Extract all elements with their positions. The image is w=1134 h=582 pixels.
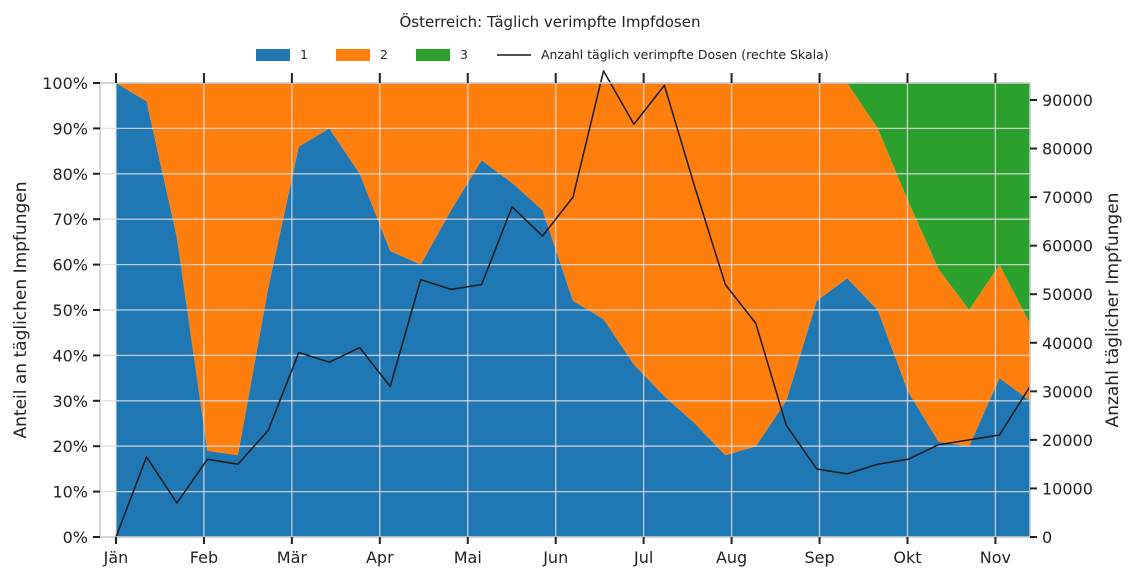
x-tick-label: Jän <box>103 548 129 567</box>
y-right-tick-label: 90000 <box>1042 91 1093 110</box>
x-tick-label: Mai <box>454 548 482 567</box>
legend-label: 2 <box>380 47 388 62</box>
x-tick-label: Aug <box>716 548 747 567</box>
legend-swatch-1 <box>256 49 290 61</box>
y-right-tick-label: 60000 <box>1042 237 1093 256</box>
legend-label: 3 <box>460 47 468 62</box>
x-tick-label: Apr <box>366 548 394 567</box>
y-left-tick-label: 80% <box>52 165 88 184</box>
y-right-tick-label: 30000 <box>1042 382 1093 401</box>
y-right-tick-label: 80000 <box>1042 140 1093 159</box>
area-series-2 <box>116 83 1030 456</box>
y-left-tick-label: 60% <box>52 256 88 275</box>
legend-swatch-3 <box>416 49 450 61</box>
y-right-tick-label: 70000 <box>1042 188 1093 207</box>
y-right-tick-label: 40000 <box>1042 334 1093 353</box>
y-left-tick-label: 70% <box>52 210 88 229</box>
legend-label: 1 <box>300 47 308 62</box>
y-left-tick-label: 40% <box>52 346 88 365</box>
x-tick-label: Feb <box>190 548 218 567</box>
right-axis-title: Anzahl täglicher Impfungen <box>1103 193 1123 428</box>
x-tick-label: Sep <box>804 548 834 567</box>
y-left-tick-label: 20% <box>52 437 88 456</box>
legend: 1 2 3 Anzahl täglich verimpfte Dosen (recht… <box>256 47 829 62</box>
legend-item-2: 2 <box>336 47 388 62</box>
x-tick-label: Okt <box>893 548 921 567</box>
y-right-tick-label: 10000 <box>1042 479 1093 498</box>
chart-title: Österreich: Täglich verimpfte Impfdosen <box>400 12 701 31</box>
x-tick-label: Mär <box>277 548 308 567</box>
legend-item-3: 3 <box>416 47 468 62</box>
left-axis-title: Anteil an täglichen Impfungen <box>11 182 31 439</box>
x-tick-label: Nov <box>980 548 1011 567</box>
y-left-tick-label: 50% <box>52 301 88 320</box>
y-right-tick-label: 20000 <box>1042 431 1093 450</box>
x-tick-label: Jul <box>633 548 653 567</box>
y-left-tick-label: 100% <box>42 74 88 93</box>
legend-swatch-2 <box>336 49 370 61</box>
legend-item-line: Anzahl täglich verimpfte Dosen (rechte S… <box>497 47 829 62</box>
x-tick-label: Jun <box>542 548 568 567</box>
y-left-tick-label: 90% <box>52 119 88 138</box>
y-left-tick-label: 30% <box>52 392 88 411</box>
y-right-tick-label: 50000 <box>1042 285 1093 304</box>
legend-label: Anzahl täglich verimpfte Dosen (rechte S… <box>541 47 829 62</box>
line-series-doses <box>115 70 1031 538</box>
y-right-tick-label: 0 <box>1042 528 1052 547</box>
plot-area: Jän Feb Mär Apr Mai Jun Jul Aug Sep Okt Nov 0% 10% 20… <box>42 70 1093 567</box>
y-left-tick-label: 0% <box>63 528 88 547</box>
legend-item-1: 1 <box>256 47 308 62</box>
area-series-3 <box>116 83 1030 324</box>
y-left-tick-label: 10% <box>52 483 88 502</box>
